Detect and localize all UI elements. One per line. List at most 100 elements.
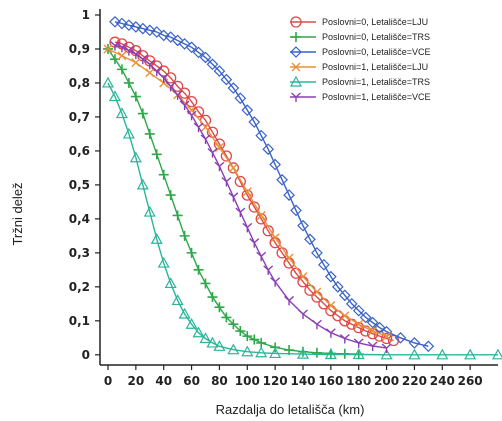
x-tick-label: 60 <box>183 374 200 388</box>
data-point <box>179 100 190 111</box>
data-point <box>249 238 260 248</box>
data-point <box>381 343 392 354</box>
data-point <box>339 348 350 359</box>
data-point <box>394 331 407 344</box>
legend-label: Poslovni=1, Letališče=VCE <box>322 92 431 102</box>
series-6 <box>109 41 392 354</box>
data-point <box>130 91 141 102</box>
y-tick-label: 0,2 <box>69 280 90 294</box>
data-point <box>353 321 365 334</box>
series-1 <box>109 36 400 347</box>
data-point <box>164 31 177 43</box>
legend-label: Poslovni=1, Letališče=LJU <box>322 62 428 72</box>
x-tick-label: 220 <box>402 374 427 388</box>
data-point <box>143 205 156 217</box>
data-point <box>150 233 163 244</box>
x-tick-label: 140 <box>290 374 315 388</box>
x-tick-label: 120 <box>263 374 288 388</box>
data-point <box>318 258 330 271</box>
data-point <box>368 326 378 336</box>
legend-label: Poslovni=0, Letališče=VCE <box>322 47 431 57</box>
data-point <box>255 346 268 358</box>
data-point <box>151 149 162 160</box>
data-point <box>298 272 308 282</box>
data-point <box>136 178 149 190</box>
data-point <box>380 332 393 345</box>
data-point <box>165 81 176 92</box>
data-point <box>331 280 344 293</box>
legend-item: Poslovni=1, Letališče=VCE <box>290 92 431 102</box>
data-point <box>199 332 212 344</box>
data-point <box>284 253 294 263</box>
data-point <box>352 304 365 317</box>
data-point <box>311 319 322 330</box>
data-point <box>123 46 134 56</box>
data-point <box>165 190 176 201</box>
data-point <box>352 348 365 360</box>
data-point <box>200 134 211 145</box>
data-point <box>312 287 322 297</box>
y-tick-label: 0,7 <box>69 110 90 124</box>
data-point <box>255 129 268 142</box>
data-point <box>304 233 316 246</box>
data-point <box>234 175 246 188</box>
data-point <box>144 59 155 70</box>
data-point <box>171 294 184 306</box>
legend: Poslovni=0, Letališče=LJU Poslovni=0, Let… <box>289 16 431 102</box>
data-point <box>367 341 378 351</box>
data-point <box>200 278 211 289</box>
data-point <box>116 42 127 53</box>
data-point <box>373 321 386 334</box>
y-tick-label: 0 <box>82 348 90 362</box>
x-tick-label: 40 <box>155 374 172 388</box>
x-tick-label: 160 <box>318 374 343 388</box>
legend-swatch-marker <box>291 92 301 102</box>
y-tick-label: 1 <box>82 8 90 22</box>
data-point <box>220 73 233 86</box>
data-point <box>213 65 226 77</box>
data-point <box>242 331 253 342</box>
legend-swatch-marker <box>290 46 302 58</box>
y-tick-label: 0,5 <box>69 178 90 192</box>
legend-item: Poslovni=1, Letališče=TRS <box>289 75 430 87</box>
data-point <box>157 256 170 268</box>
series-4 <box>103 44 392 341</box>
x-tick-label: 240 <box>430 374 455 388</box>
data-point <box>178 307 191 319</box>
x-tick-label: 100 <box>235 374 260 388</box>
x-tick-label: 0 <box>104 374 112 388</box>
series-group <box>101 15 502 360</box>
data-point <box>221 312 232 323</box>
data-point <box>103 44 113 54</box>
x-tick-label: 80 <box>211 374 228 388</box>
data-point <box>290 204 302 217</box>
data-point <box>311 247 323 259</box>
data-point <box>235 326 246 337</box>
x-tick-label: 20 <box>128 374 145 388</box>
data-point <box>123 19 135 32</box>
data-point <box>172 90 183 100</box>
data-point <box>158 169 169 180</box>
data-point <box>207 292 218 303</box>
data-point <box>382 331 392 341</box>
data-point <box>311 347 322 358</box>
data-point <box>256 210 266 220</box>
data-point <box>213 340 226 351</box>
data-point <box>326 301 336 311</box>
data-point <box>130 21 142 33</box>
data-point <box>248 201 260 213</box>
data-point <box>171 80 184 93</box>
data-point <box>227 82 240 94</box>
data-point <box>185 317 198 329</box>
data-point <box>206 336 219 348</box>
data-point <box>214 302 225 313</box>
data-point <box>151 66 162 77</box>
data-point <box>199 51 212 64</box>
data-point <box>101 76 115 88</box>
data-point <box>185 41 198 54</box>
y-tick-label: 0,4 <box>69 212 90 226</box>
data-point <box>228 163 238 173</box>
data-point <box>242 187 252 197</box>
data-point <box>324 348 337 360</box>
data-point <box>491 348 502 360</box>
